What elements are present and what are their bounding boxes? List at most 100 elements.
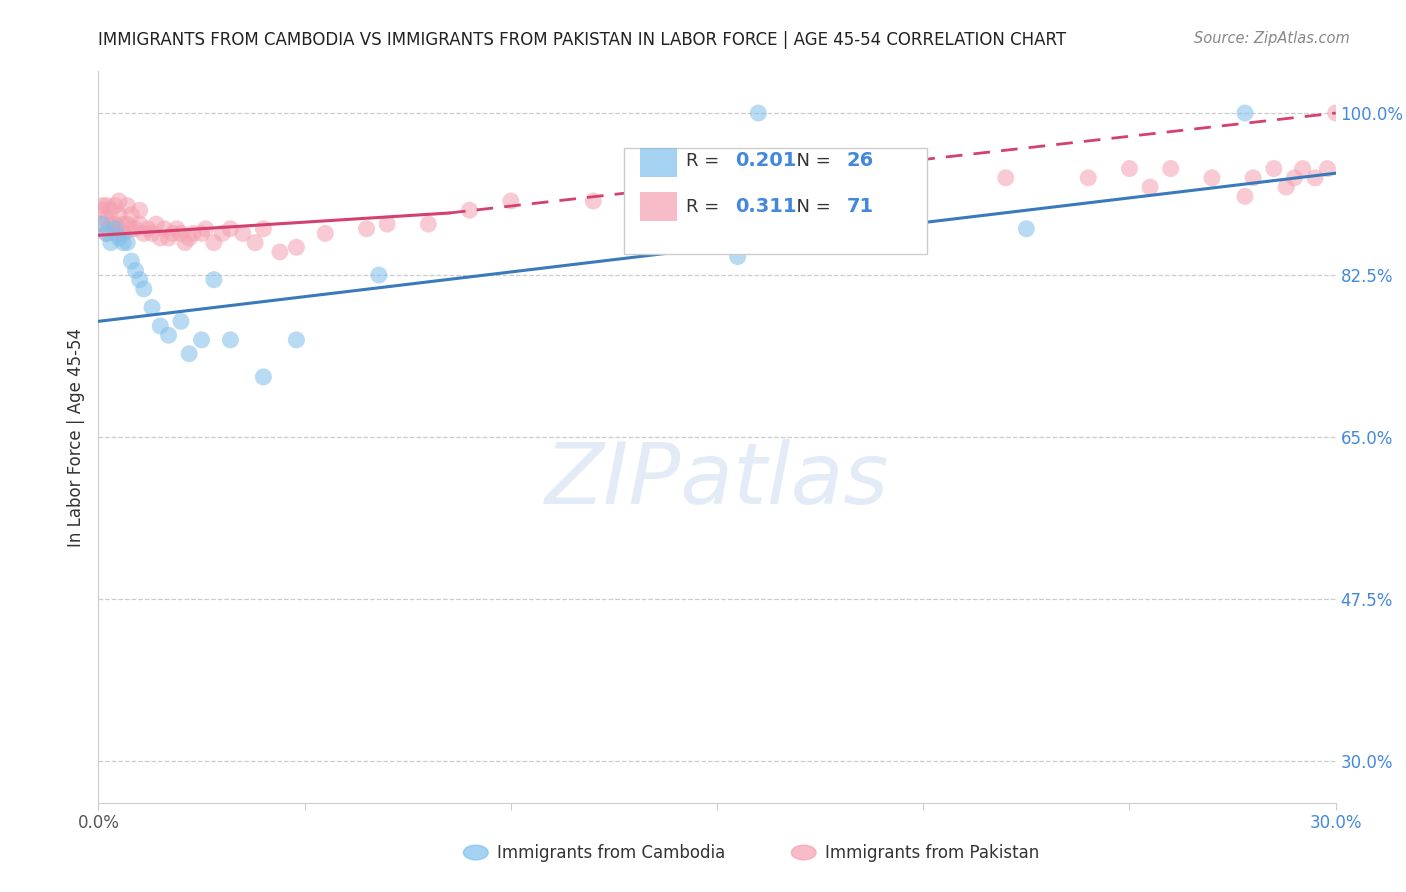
Point bbox=[145, 217, 167, 231]
Point bbox=[149, 318, 172, 333]
Text: Immigrants from Pakistan: Immigrants from Pakistan bbox=[825, 844, 1039, 862]
Point bbox=[727, 250, 749, 264]
Text: 0.201: 0.201 bbox=[735, 151, 797, 170]
Point bbox=[100, 203, 122, 218]
Point bbox=[170, 227, 193, 241]
Point bbox=[157, 328, 180, 343]
Point bbox=[128, 217, 150, 231]
Point bbox=[747, 212, 769, 227]
Point bbox=[104, 217, 127, 231]
Point bbox=[179, 347, 201, 361]
FancyBboxPatch shape bbox=[624, 148, 928, 254]
Point bbox=[1139, 180, 1161, 194]
FancyBboxPatch shape bbox=[640, 148, 678, 178]
Circle shape bbox=[464, 846, 488, 860]
Point bbox=[356, 221, 378, 235]
Point bbox=[108, 208, 131, 222]
Point bbox=[190, 333, 212, 347]
Point bbox=[162, 227, 184, 241]
Point bbox=[1275, 180, 1298, 194]
Text: R =: R = bbox=[686, 198, 725, 216]
Point bbox=[232, 227, 254, 241]
Text: 0.311: 0.311 bbox=[735, 197, 797, 216]
Point bbox=[314, 227, 336, 241]
Point bbox=[117, 235, 139, 250]
Point bbox=[367, 268, 389, 282]
Point bbox=[179, 231, 201, 245]
Circle shape bbox=[792, 846, 815, 860]
Point bbox=[91, 199, 114, 213]
Point bbox=[285, 333, 308, 347]
Point bbox=[1263, 161, 1285, 176]
Point bbox=[1324, 106, 1347, 120]
Point bbox=[458, 203, 481, 218]
Point bbox=[418, 217, 440, 231]
Point bbox=[108, 231, 131, 245]
Text: 71: 71 bbox=[846, 197, 875, 216]
Point bbox=[91, 217, 114, 231]
Point bbox=[994, 170, 1017, 185]
Text: Source: ZipAtlas.com: Source: ZipAtlas.com bbox=[1194, 31, 1350, 46]
Point bbox=[1160, 161, 1182, 176]
Point bbox=[190, 227, 212, 241]
Point bbox=[96, 212, 118, 227]
Point bbox=[120, 221, 142, 235]
Text: N =: N = bbox=[785, 152, 837, 169]
Point bbox=[747, 106, 769, 120]
Point bbox=[132, 282, 155, 296]
Text: N =: N = bbox=[785, 198, 837, 216]
Point bbox=[174, 235, 197, 250]
Point bbox=[1233, 106, 1256, 120]
Text: 30.0%: 30.0% bbox=[1309, 814, 1362, 832]
Point bbox=[1077, 170, 1099, 185]
Point bbox=[120, 254, 142, 268]
Point bbox=[124, 221, 146, 235]
Text: 0.0%: 0.0% bbox=[77, 814, 120, 832]
Point bbox=[181, 227, 204, 241]
Point bbox=[1118, 161, 1140, 176]
Point bbox=[1303, 170, 1326, 185]
Text: ZIPatlas: ZIPatlas bbox=[546, 440, 889, 523]
Point bbox=[166, 221, 188, 235]
Point bbox=[100, 235, 122, 250]
Point bbox=[100, 217, 122, 231]
Text: 26: 26 bbox=[846, 151, 875, 170]
Point bbox=[157, 231, 180, 245]
Point bbox=[112, 227, 135, 241]
Point bbox=[108, 221, 131, 235]
Point bbox=[91, 217, 114, 231]
Point bbox=[153, 221, 176, 235]
Point bbox=[170, 314, 193, 328]
Point bbox=[128, 203, 150, 218]
Point bbox=[149, 231, 172, 245]
Point bbox=[1015, 221, 1038, 235]
Point bbox=[243, 235, 266, 250]
Point bbox=[112, 235, 135, 250]
Point bbox=[117, 199, 139, 213]
Point bbox=[830, 203, 852, 218]
Point bbox=[136, 221, 159, 235]
Point bbox=[104, 199, 127, 213]
Point bbox=[108, 194, 131, 208]
Point bbox=[128, 273, 150, 287]
Text: IMMIGRANTS FROM CAMBODIA VS IMMIGRANTS FROM PAKISTAN IN LABOR FORCE | AGE 45-54 : IMMIGRANTS FROM CAMBODIA VS IMMIGRANTS F… bbox=[98, 31, 1067, 49]
Point bbox=[665, 203, 688, 218]
Point bbox=[104, 221, 127, 235]
Y-axis label: In Labor Force | Age 45-54: In Labor Force | Age 45-54 bbox=[67, 327, 86, 547]
Point bbox=[202, 235, 225, 250]
Point bbox=[211, 227, 233, 241]
Point bbox=[499, 194, 522, 208]
Text: R =: R = bbox=[686, 152, 725, 169]
Point bbox=[1233, 189, 1256, 203]
Point bbox=[375, 217, 398, 231]
Point bbox=[96, 199, 118, 213]
Point bbox=[1284, 170, 1306, 185]
Point bbox=[91, 203, 114, 218]
Point bbox=[120, 208, 142, 222]
Point bbox=[252, 370, 274, 384]
Point bbox=[132, 227, 155, 241]
Point bbox=[117, 217, 139, 231]
FancyBboxPatch shape bbox=[640, 192, 678, 221]
Text: Immigrants from Cambodia: Immigrants from Cambodia bbox=[496, 844, 725, 862]
Point bbox=[219, 221, 242, 235]
